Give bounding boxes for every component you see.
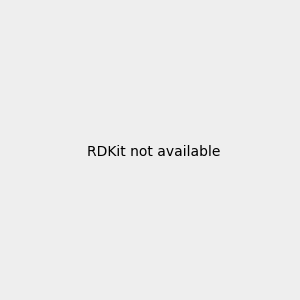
Text: RDKit not available: RDKit not available	[87, 145, 220, 158]
